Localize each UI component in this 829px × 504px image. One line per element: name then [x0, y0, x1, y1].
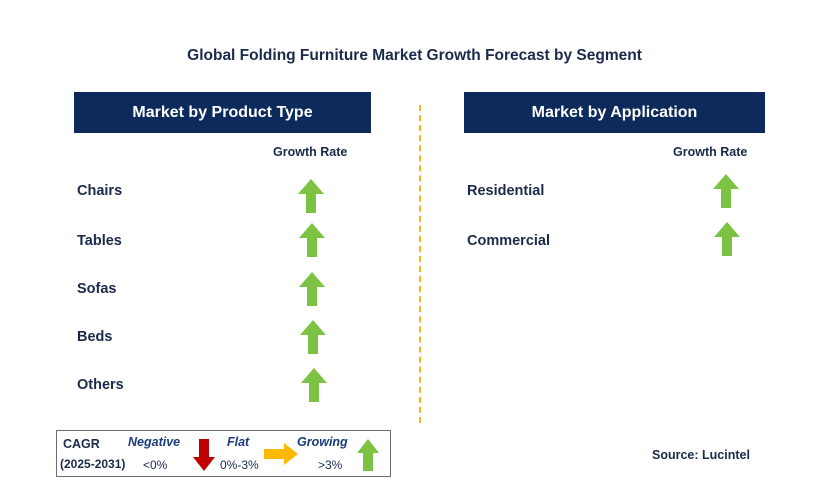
growing-arrow-icon — [299, 223, 325, 257]
negative-arrow-icon — [193, 439, 215, 471]
legend-negative-value: <0% — [143, 458, 168, 472]
legend-flat-label: Flat — [227, 435, 250, 449]
segment-label-residential: Residential — [467, 183, 545, 199]
legend-growing-label: Growing — [297, 435, 348, 449]
legend-flat-value: 0%-3% — [220, 458, 259, 472]
flat-arrow-icon — [264, 443, 298, 465]
legend-negative-label: Negative — [128, 435, 181, 449]
application-growth-rate-label: Growth Rate — [673, 145, 748, 159]
segment-label-sofas: Sofas — [77, 281, 117, 297]
panel-divider — [419, 105, 421, 423]
cagr-legend: CAGR (2025-2031) Negative <0% Flat 0%-3%… — [56, 430, 391, 477]
growing-arrow-icon — [301, 368, 327, 402]
segment-label-others: Others — [77, 377, 124, 393]
legend-growing-value: >3% — [318, 458, 343, 472]
growing-arrow-icon — [713, 174, 739, 208]
product-type-header: Market by Product Type — [74, 92, 371, 133]
growing-arrow-icon — [298, 179, 324, 213]
chart-title: Global Folding Furniture Market Growth F… — [187, 47, 642, 64]
growing-arrow-icon — [357, 439, 379, 471]
product-growth-rate-label: Growth Rate — [273, 145, 348, 159]
segment-label-chairs: Chairs — [77, 183, 123, 199]
segment-label-commercial: Commercial — [467, 233, 551, 249]
segment-label-tables: Tables — [77, 233, 122, 249]
legend-period: (2025-2031) — [60, 457, 126, 471]
segment-label-beds: Beds — [77, 329, 113, 345]
application-header: Market by Application — [464, 92, 765, 133]
legend-cagr-label: CAGR — [63, 437, 100, 451]
growing-arrow-icon — [714, 222, 740, 256]
source-note: Source: Lucintel — [652, 448, 750, 462]
growing-arrow-icon — [300, 320, 326, 354]
growing-arrow-icon — [299, 272, 325, 306]
